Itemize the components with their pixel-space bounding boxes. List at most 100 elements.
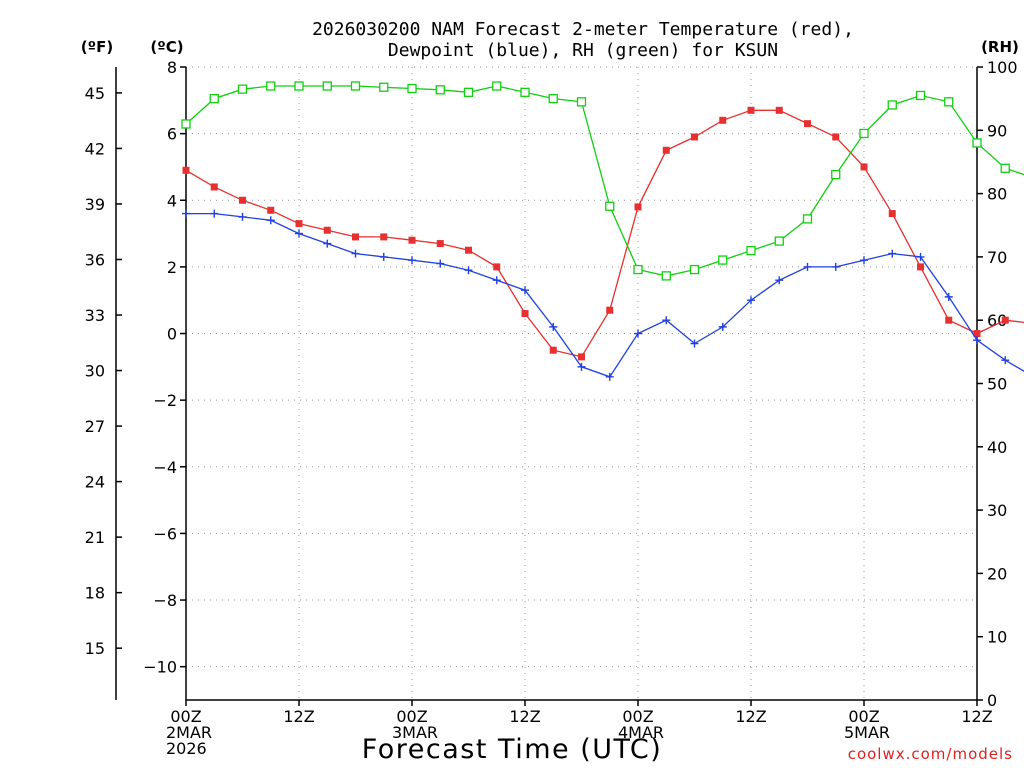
dewpoint-point xyxy=(549,322,558,331)
dewpoint-point xyxy=(1001,356,1010,365)
dewpoint-point xyxy=(747,296,755,305)
temperature-point xyxy=(578,353,585,361)
celsius-tick-label: −6 xyxy=(153,524,177,543)
dewpoint-point xyxy=(436,259,445,268)
fahrenheit-tick-label: 30 xyxy=(85,362,105,381)
rh-point xyxy=(548,94,558,104)
temperature-point xyxy=(634,203,642,211)
x-tick-label: 00Z xyxy=(848,707,879,726)
celsius-tick-label: 2 xyxy=(167,258,177,277)
temperature-point xyxy=(323,226,331,234)
axis-ticks: −10−8−6−4−202468151821242730333639424501… xyxy=(85,58,1018,758)
fahrenheit-tick-label: 42 xyxy=(85,139,105,158)
celsius-unit-label: (ºC) xyxy=(150,38,183,56)
celsius-tick-label: 6 xyxy=(167,125,177,144)
dewpoint-point xyxy=(888,249,897,258)
rh-point xyxy=(746,245,756,256)
temperature-point xyxy=(210,183,218,191)
rh-tick-label: 50 xyxy=(987,375,1007,394)
rh-point xyxy=(887,100,897,110)
celsius-tick-label: −8 xyxy=(153,591,177,610)
rh-point xyxy=(435,85,445,95)
dewpoint-point xyxy=(323,239,332,248)
fahrenheit-tick-label: 27 xyxy=(85,417,105,436)
x-tick-date-label: 3MAR xyxy=(392,723,438,742)
dewpoint-point xyxy=(973,336,981,345)
rh-point xyxy=(237,84,248,94)
fahrenheit-tick-label: 33 xyxy=(85,306,105,325)
x-tick-date-label: 2026 xyxy=(166,739,207,758)
temperature-point xyxy=(182,166,190,174)
rh-point xyxy=(492,81,502,91)
rh-tick-label: 20 xyxy=(987,564,1007,583)
fahrenheit-tick-label: 24 xyxy=(85,473,105,492)
rh-point xyxy=(972,138,982,148)
rh-tick-label: 60 xyxy=(987,311,1007,330)
dewpoint-point xyxy=(182,209,190,218)
rh-point xyxy=(407,83,417,94)
celsius-tick-label: −10 xyxy=(143,658,177,677)
temperature-point xyxy=(465,246,472,254)
dewpoint-point xyxy=(408,256,416,265)
dewpoint-point xyxy=(266,216,275,225)
temperature-point xyxy=(549,346,557,354)
dewpoint-point xyxy=(351,249,360,258)
temperature-point xyxy=(747,106,755,114)
dewpoint-point xyxy=(238,212,247,221)
rh-point xyxy=(718,255,728,265)
rh-point xyxy=(1000,163,1010,173)
temperature-point xyxy=(973,330,981,338)
dewpoint-point xyxy=(521,286,529,295)
rh-tick-label: 80 xyxy=(987,185,1007,204)
rh-point xyxy=(944,97,954,107)
rh-point xyxy=(915,90,926,101)
temperature-point xyxy=(917,263,924,271)
rh-tick-label: 100 xyxy=(987,58,1018,77)
dewpoint-point xyxy=(577,362,586,371)
temperature-point xyxy=(945,316,953,324)
rh-point xyxy=(802,214,813,224)
celsius-tick-label: 4 xyxy=(167,191,177,210)
temperature-point xyxy=(1001,316,1009,324)
rh-point xyxy=(859,128,869,139)
rh-point xyxy=(689,264,700,275)
dewpoint-point xyxy=(860,256,868,265)
rh-tick-label: 0 xyxy=(987,691,997,710)
rh-tick-label: 90 xyxy=(987,121,1007,140)
x-tick-label: 00Z xyxy=(170,707,201,726)
dewpoint-series-line xyxy=(186,212,1024,378)
temperature-point xyxy=(719,116,727,124)
dewpoint-point xyxy=(831,262,840,271)
rh-point xyxy=(209,94,219,104)
celsius-tick-label: 8 xyxy=(167,58,177,77)
dewpoint-point xyxy=(944,292,953,301)
x-tick-date-label: 4MAR xyxy=(618,723,664,742)
temperature-series-line xyxy=(185,109,1024,358)
temperature-point xyxy=(267,206,275,214)
x-axis-title: Forecast Time (UTC) xyxy=(362,734,663,765)
temperature-point xyxy=(408,236,416,244)
temperature-point xyxy=(888,210,896,218)
rh-tick-label: 30 xyxy=(987,501,1007,520)
celsius-tick-label: 0 xyxy=(167,325,177,344)
celsius-tick-label: −4 xyxy=(153,458,177,477)
grid-lines xyxy=(185,66,978,700)
rh-point xyxy=(322,81,332,91)
chart-title-line-1: 2026030200 NAM Forecast 2-meter Temperat… xyxy=(312,19,854,40)
temperature-point xyxy=(606,306,614,314)
rh-point xyxy=(266,81,276,91)
celsius-tick-label: −2 xyxy=(153,391,177,410)
temperature-point xyxy=(436,240,444,248)
rh-point xyxy=(661,271,671,281)
rh-series-line xyxy=(185,85,1024,277)
rh-point xyxy=(831,169,841,180)
rh-tick-label: 70 xyxy=(987,248,1007,267)
dewpoint-point xyxy=(718,322,727,331)
fahrenheit-tick-label: 18 xyxy=(85,584,105,603)
temperature-point xyxy=(662,146,670,154)
rh-point xyxy=(350,81,361,91)
temperature-point xyxy=(691,133,698,141)
dewpoint-point xyxy=(662,316,671,325)
fahrenheit-tick-label: 45 xyxy=(85,84,105,103)
